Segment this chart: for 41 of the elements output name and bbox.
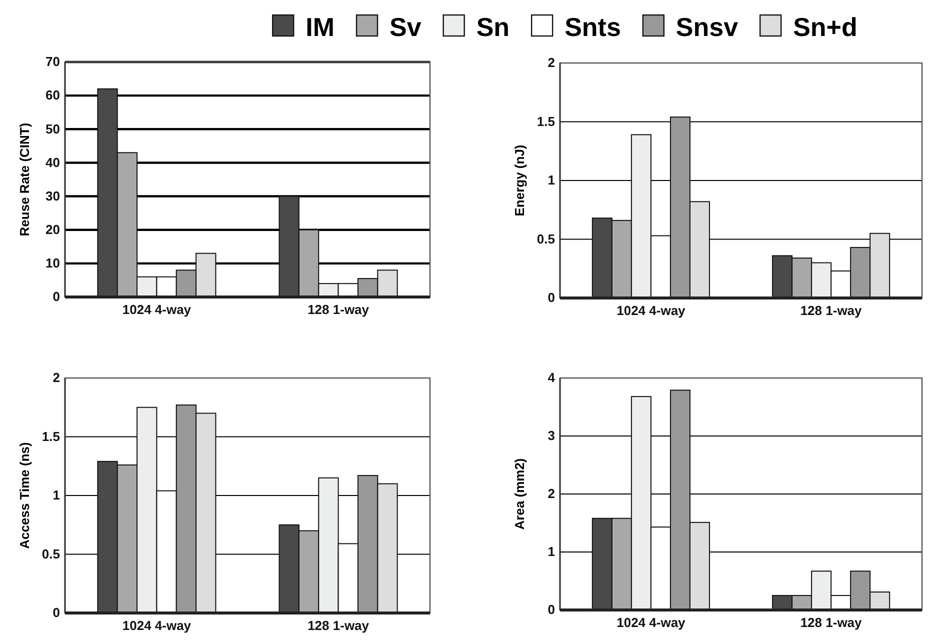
- y-tick-label: 2: [548, 486, 555, 502]
- y-tick-label: 0: [548, 602, 555, 618]
- y-axis-title: Access Time (ns): [17, 442, 32, 549]
- y-tick-label: 30: [46, 188, 60, 204]
- y-tick-label: 20: [46, 222, 60, 238]
- legend-label: Sv: [390, 12, 422, 42]
- y-tick-label: 1.5: [536, 114, 555, 129]
- y-tick-label: 0.5: [536, 231, 555, 246]
- legend-label: IM: [306, 12, 335, 42]
- y-tick-label: 10: [46, 256, 60, 271]
- y-axis-title: Energy (nJ): [512, 144, 527, 216]
- y-tick-label: 40: [46, 154, 60, 170]
- y-tick-label: 70: [46, 54, 60, 70]
- x-tick-label: 1024 4-way: [616, 303, 686, 318]
- y-tick-label: 0: [548, 290, 555, 306]
- x-tick-label: 1024 4-way: [616, 615, 686, 630]
- y-tick-label: 0: [52, 289, 60, 304]
- x-tick-label: 128 1-way: [308, 618, 370, 634]
- x-tick-label: 1024 4-way: [122, 618, 192, 634]
- legend-label: Snts: [564, 12, 621, 42]
- y-tick-label: 3: [548, 428, 555, 444]
- y-axis-title: Area (mm2): [512, 458, 527, 530]
- y-tick-label: 4: [548, 370, 556, 386]
- y-tick-label: 2: [52, 370, 60, 386]
- y-tick-label: 1: [548, 172, 555, 188]
- y-tick-label: 0: [52, 605, 60, 620]
- legend-label: Sn+d: [793, 12, 858, 42]
- y-axis-title: Reuse Rate (CINT): [17, 122, 32, 236]
- x-tick-label: 1024 4-way: [122, 302, 192, 318]
- y-tick-label: 1.5: [42, 428, 60, 444]
- legend-label: Snsv: [676, 12, 739, 42]
- x-tick-label: 128 1-way: [800, 615, 863, 630]
- legend-label: Sn: [476, 12, 510, 42]
- y-tick-label: 60: [46, 88, 60, 103]
- x-tick-label: 128 1-way: [308, 302, 370, 318]
- y-tick-label: 2: [548, 55, 555, 70]
- y-tick-label: 50: [46, 121, 60, 136]
- y-tick-label: 0.5: [42, 546, 60, 562]
- x-tick-label: 128 1-way: [800, 303, 863, 318]
- y-tick-label: 1: [52, 488, 60, 503]
- y-tick-label: 1: [548, 544, 555, 560]
